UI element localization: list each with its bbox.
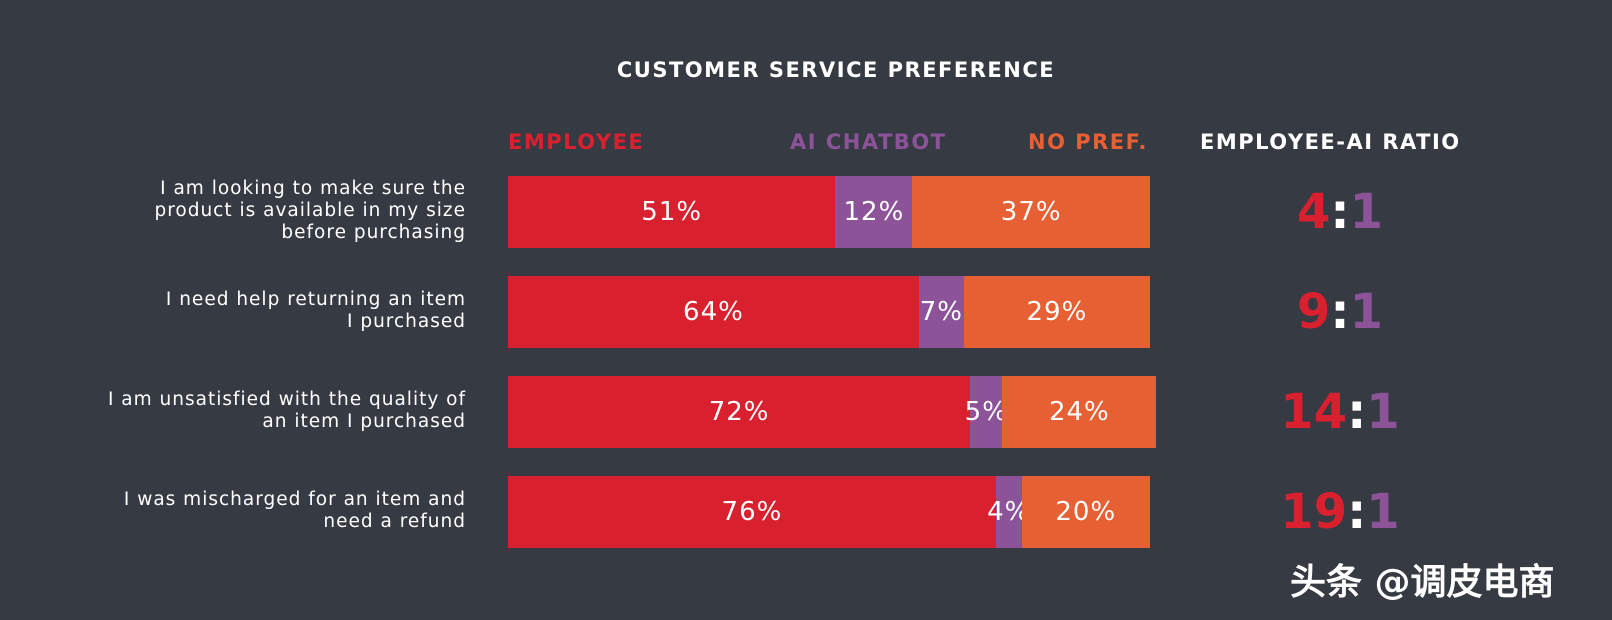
legend-ai-chatbot: AI CHATBOT [790,130,947,154]
data-label: 12% [843,197,905,227]
watermark: 头条 @调皮电商 [1290,562,1555,603]
category-label: I need help returning an item I purchased [40,289,466,333]
employee-ai-ratio: 14:1 [1220,376,1460,448]
legend-employee: EMPLOYEE [508,130,645,154]
category-label: I am unsatisfied with the quality of an i… [40,389,466,433]
category-label: I am looking to make sure the product is … [40,178,466,244]
bar-segment-ai-chatbot: 4% [987,476,1029,548]
data-label: 5% [964,397,1008,427]
ratio-separator: : [1347,384,1367,440]
ratio-employee-value: 4 [1296,184,1331,240]
data-label: 76% [721,497,783,527]
ratio-separator: : [1330,284,1350,340]
employee-ai-ratio: 19:1 [1220,476,1460,548]
category-label-line: product is available in my size [154,200,466,221]
category-label: I was mischarged for an item and need a r… [40,489,466,533]
bar-segment-employee: 64% [508,276,919,348]
stacked-bar: 51% 12% 37% [508,176,1150,248]
category-label-line: an item I purchased [262,411,466,432]
ratio-separator: : [1330,184,1350,240]
bar-segment-ai-chatbot: 5% [965,376,1007,448]
ratio-ai-value: 1 [1366,384,1400,440]
data-label: 37% [1000,197,1062,227]
legend-no-preference: NO PREF. [1028,130,1148,154]
bar-segment-employee: 76% [508,476,996,548]
ratio-column-header: EMPLOYEE-AI RATIO [1200,130,1461,154]
data-label: 24% [1048,397,1110,427]
employee-ai-ratio: 4:1 [1220,176,1460,248]
data-label: 7% [919,297,963,327]
ratio-employee-value: 9 [1296,284,1331,340]
ratio-ai-value: 1 [1366,484,1400,540]
ratio-ai-value: 1 [1349,284,1383,340]
bar-segment-no-pref: 24% [1002,376,1157,448]
data-label: 29% [1026,297,1088,327]
category-label-line: need a refund [323,511,466,532]
ratio-ai-value: 1 [1349,184,1383,240]
category-label-line: I need help returning an item [165,289,466,310]
ratio-separator: : [1347,484,1367,540]
ratio-employee-value: 14 [1280,384,1348,440]
data-label: 64% [683,297,744,327]
stacked-bar: 76% 4% 20% [508,476,1150,548]
bar-segment-ai-chatbot: 12% [835,176,913,248]
stacked-bar: 64% 7% 29% [508,276,1150,348]
category-label-line: I am looking to make sure the [160,178,466,199]
employee-ai-ratio: 9:1 [1220,276,1460,348]
bar-segment-employee: 72% [508,376,971,448]
bar-segment-employee: 51% [508,176,836,248]
chart-title: CUSTOMER SERVICE PREFERENCE [616,58,1056,82]
stacked-bar: 72% 5% 24% [508,376,1157,448]
ratio-employee-value: 19 [1280,484,1348,540]
category-label-line: I am unsatisfied with the quality of [107,389,466,410]
bar-segment-no-pref: 20% [1021,476,1150,548]
data-label: 51% [641,197,703,227]
data-label: 20% [1055,497,1117,527]
category-label-line: before purchasing [281,222,466,243]
bar-segment-ai-chatbot: 7% [918,276,964,348]
category-label-line: I purchased [346,311,466,332]
category-label-line: I was mischarged for an item and [123,489,466,510]
bar-segment-no-pref: 37% [912,176,1150,248]
data-label: 72% [708,397,770,427]
bar-segment-no-pref: 29% [963,276,1150,348]
